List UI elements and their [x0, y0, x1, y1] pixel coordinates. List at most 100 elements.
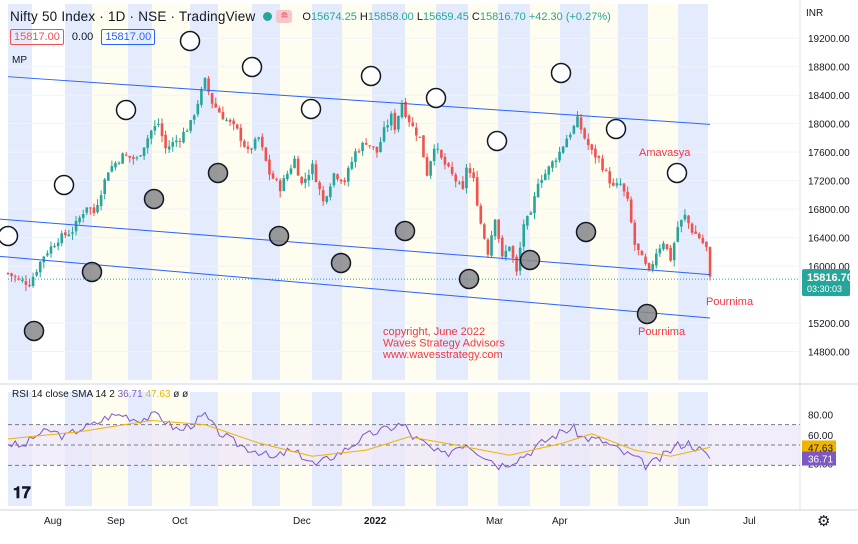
candle	[364, 142, 368, 145]
candle	[572, 126, 576, 134]
candle	[160, 123, 164, 137]
moon-band	[498, 4, 530, 380]
buy-button[interactable]: 15817.00	[101, 29, 156, 45]
moon-band	[190, 4, 218, 380]
candle	[31, 276, 35, 286]
candle	[690, 223, 694, 233]
last-price-value: 15816.70	[807, 272, 853, 284]
candle	[257, 137, 261, 139]
candle	[275, 179, 278, 181]
candle	[497, 219, 500, 239]
flag-icon[interactable]: ≘	[276, 10, 293, 23]
candle	[397, 115, 400, 130]
candle	[662, 243, 665, 250]
candle	[207, 78, 210, 92]
candle	[38, 261, 42, 273]
candle	[526, 216, 529, 226]
candle	[28, 284, 31, 287]
candle	[110, 166, 114, 172]
ohlc-readout: O15674.25 H15858.00 L15659.45 C15816.70 …	[302, 10, 611, 23]
candle	[705, 241, 708, 248]
candle	[232, 120, 235, 125]
candle	[407, 115, 411, 123]
price-tick-label: 19200.00	[808, 34, 850, 45]
candle	[493, 219, 497, 237]
candle	[583, 128, 586, 139]
candle	[139, 155, 142, 157]
candle	[361, 142, 364, 152]
candle	[425, 157, 429, 176]
chart-header: Nifty 50 Index · 1D · NSE · TradingView …	[10, 9, 611, 24]
cycle-circle	[636, 303, 658, 325]
currency-label[interactable]: INR	[806, 8, 824, 19]
candle	[415, 127, 418, 136]
symbol-title[interactable]: Nifty 50 Index · 1D · NSE · TradingView	[10, 9, 256, 24]
candle	[42, 256, 46, 263]
cycle-circle	[268, 225, 290, 247]
moon-band	[342, 4, 372, 380]
price-tick-label: 14800.00	[808, 348, 850, 359]
candle	[307, 174, 311, 181]
candle	[260, 136, 264, 148]
cycle-circle	[575, 221, 597, 243]
rsi-line	[7, 411, 711, 471]
candle	[293, 158, 296, 168]
candle	[515, 256, 518, 272]
candle	[182, 131, 185, 143]
cycle-circle	[605, 118, 627, 140]
candle	[450, 166, 454, 174]
sell-button[interactable]: 15817.00	[10, 29, 64, 45]
candle	[228, 119, 232, 122]
price-tick-label: 17200.00	[808, 177, 850, 188]
candle	[619, 183, 622, 185]
candle	[357, 151, 361, 153]
candle	[651, 264, 654, 270]
candle	[303, 178, 307, 183]
candle	[543, 173, 547, 180]
indicator-label-mp[interactable]: MP	[12, 55, 27, 66]
time-tick-label: Oct	[172, 516, 188, 527]
trade-buttons: 15817.00 0.00 15817.00	[10, 29, 156, 45]
candle	[92, 207, 96, 214]
time-tick-label: Aug	[44, 516, 62, 527]
candle	[318, 182, 321, 190]
cycle-circle	[458, 268, 480, 290]
candle	[250, 148, 253, 150]
time-tick-label: 2022	[364, 516, 387, 527]
candle	[164, 134, 167, 149]
candle	[411, 122, 415, 127]
candle	[128, 155, 132, 158]
candle	[561, 146, 565, 153]
candle	[429, 161, 432, 176]
tradingview-logo[interactable]: 𝟏𝟕	[13, 485, 31, 502]
moon-band	[560, 4, 590, 380]
candle	[604, 169, 608, 171]
candle	[386, 125, 389, 128]
candle	[457, 182, 461, 184]
candle	[533, 196, 536, 214]
price-tick-label: 18800.00	[808, 63, 850, 74]
candle	[529, 212, 533, 215]
candle	[694, 231, 697, 234]
cycle-circle	[666, 162, 688, 184]
trendline	[0, 218, 711, 276]
gear-icon[interactable]: ⚙	[817, 513, 831, 530]
candle	[654, 253, 658, 266]
candle	[511, 246, 515, 258]
time-tick-label: Jul	[743, 516, 756, 527]
candle	[443, 156, 447, 165]
candle	[400, 103, 404, 118]
time-tick-label: Mar	[486, 516, 504, 527]
candle	[35, 271, 38, 276]
cycle-circle	[519, 249, 541, 271]
candle	[479, 205, 483, 224]
copyright-text: Waves Strategy Advisors	[383, 338, 505, 350]
rsi-legend[interactable]: RSI 14 close SMA 14 2 36.71 47.63 ø ø	[12, 389, 189, 400]
candle	[336, 174, 339, 180]
candle	[6, 273, 10, 275]
candle	[24, 281, 28, 285]
candle	[246, 146, 250, 149]
candle	[60, 233, 64, 244]
candle	[500, 237, 504, 257]
